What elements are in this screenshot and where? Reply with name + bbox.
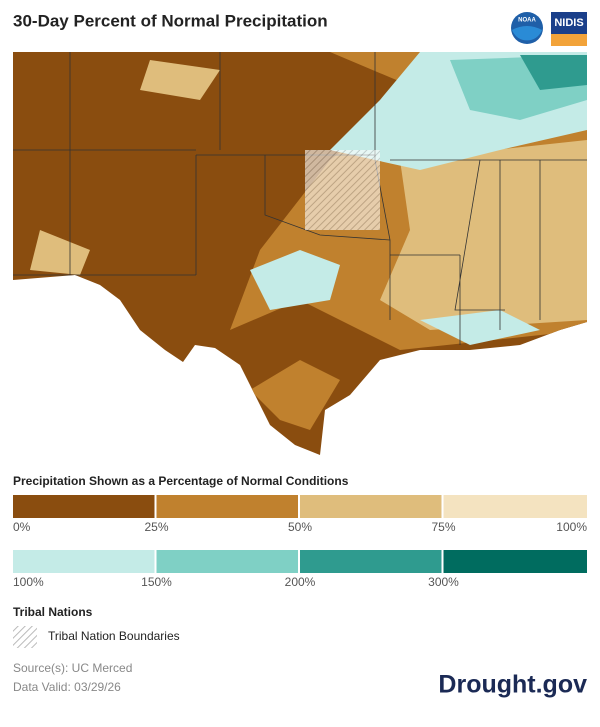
wet-legend: 100% 150% 200% 300% bbox=[13, 550, 587, 589]
dry-legend: 0% 25% 50% 75% 100% bbox=[13, 495, 587, 534]
title: 30-Day Percent of Normal Precipitation bbox=[13, 11, 328, 30]
brand: Drought.gov bbox=[438, 671, 587, 699]
legend-swatch bbox=[13, 495, 155, 518]
legend-label: 300% bbox=[428, 575, 459, 589]
legend-swatch bbox=[13, 550, 155, 573]
data-valid: Data Valid: 03/29/26 bbox=[13, 680, 121, 694]
legend-label: 75% bbox=[431, 520, 455, 534]
legend-swatch bbox=[300, 495, 442, 518]
legend-label: 150% bbox=[141, 575, 172, 589]
noaa-label: NOAA bbox=[518, 18, 536, 24]
noaa-logo: NOAA bbox=[511, 12, 543, 44]
legend-label: 100% bbox=[556, 520, 587, 534]
legend-label: 200% bbox=[285, 575, 316, 589]
legend-swatch bbox=[443, 495, 587, 518]
tribal-swatch bbox=[13, 626, 37, 648]
legend-swatch bbox=[443, 550, 587, 573]
map bbox=[13, 52, 587, 455]
legend-label: 25% bbox=[144, 520, 168, 534]
legend-swatch bbox=[156, 495, 298, 518]
legend-swatch bbox=[156, 550, 298, 573]
nidis-logo: NIDIS bbox=[551, 12, 587, 46]
legend-label: 50% bbox=[288, 520, 312, 534]
legend-swatch bbox=[300, 550, 442, 573]
legend-label: 0% bbox=[13, 520, 31, 534]
legend-label: 100% bbox=[13, 575, 44, 589]
legend-title: Precipitation Shown as a Percentage of N… bbox=[13, 474, 349, 488]
tribal-title: Tribal Nations bbox=[13, 605, 93, 619]
source: Source(s): UC Merced bbox=[13, 661, 132, 675]
tribal-item: Tribal Nation Boundaries bbox=[48, 629, 180, 643]
nidis-label: NIDIS bbox=[554, 17, 583, 29]
